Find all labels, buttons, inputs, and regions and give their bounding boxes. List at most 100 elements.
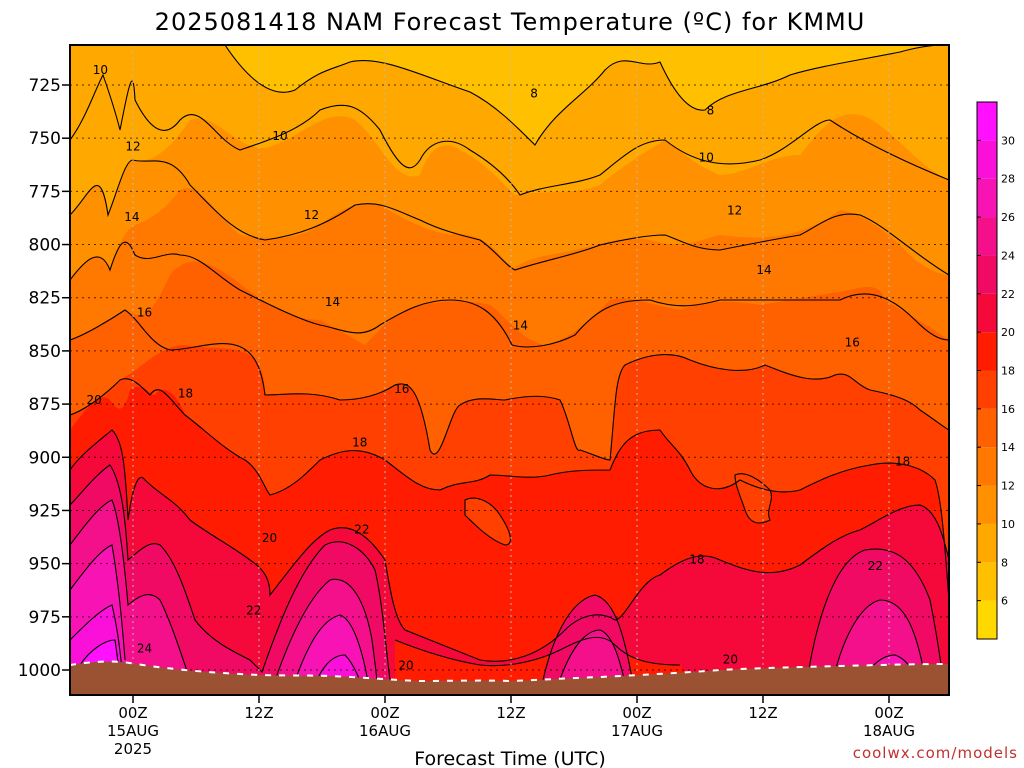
colorbar-swatch xyxy=(977,447,997,486)
contour-label: 18 xyxy=(689,552,704,566)
colorbar-label: 10 xyxy=(1001,518,1015,531)
contour-label-text: 18 xyxy=(689,552,704,566)
x-tick-label: 18AUG xyxy=(863,722,915,740)
contour-label: 20 xyxy=(262,531,277,545)
contour-18c xyxy=(70,378,949,601)
y-tick-label: 825 xyxy=(29,289,61,309)
contour-label-text: 20 xyxy=(262,531,277,545)
colorbar-swatch xyxy=(977,217,997,256)
band-18c-pocket xyxy=(465,498,511,545)
x-tick-label: 00Z xyxy=(118,704,147,722)
x-tick-label: 00Z xyxy=(622,704,651,722)
colorbar-swatch xyxy=(977,370,997,409)
colorbar-label: 12 xyxy=(1001,480,1015,493)
colorbar-label: 24 xyxy=(1001,249,1015,262)
contour-label: 16 xyxy=(137,306,152,320)
contour-label: 18 xyxy=(352,435,367,449)
colorbar-swatch xyxy=(977,140,997,179)
x-tick-label: 2025 xyxy=(114,740,152,758)
contour-label: 20 xyxy=(398,659,413,673)
y-tick-label: 875 xyxy=(29,395,61,415)
contour-lines xyxy=(70,45,949,695)
contour-label-text: 10 xyxy=(272,129,287,143)
contour-24c xyxy=(269,578,379,695)
colorbar-swatch xyxy=(977,562,997,601)
contour-label-text: 12 xyxy=(727,204,742,218)
contour-label: 12 xyxy=(304,208,319,222)
colorbar-swatch xyxy=(977,485,997,524)
contour-label-text: 14 xyxy=(325,295,340,309)
contour-label: 14 xyxy=(513,318,528,332)
colorbar-swatch xyxy=(977,293,997,333)
colorbar-label: 26 xyxy=(1001,211,1015,224)
contour-label-text: 20 xyxy=(723,652,738,666)
contour-label-text: 12 xyxy=(304,208,319,222)
contour-label-text: 20 xyxy=(398,659,413,673)
contour-label: 12 xyxy=(727,204,742,218)
colorbar-label: 6 xyxy=(1001,595,1008,608)
contour-label-text: 22 xyxy=(354,523,369,537)
contour-label: 20 xyxy=(87,393,102,407)
contour-24c xyxy=(829,599,929,695)
band-8c xyxy=(225,45,945,145)
contour-label: 18 xyxy=(178,386,193,400)
contour-label: 10 xyxy=(699,150,714,164)
contour-label-text: 14 xyxy=(124,210,139,224)
y-tick-label: 725 xyxy=(29,76,61,96)
grid-lines xyxy=(70,45,949,695)
contour-22c xyxy=(70,464,391,681)
contour-labels: 10 10 8 10 8 12 12 12 14 14 14 14 16 16 16 18 18 18 18 20 20… xyxy=(87,63,911,673)
y-tick-label: 900 xyxy=(29,448,61,468)
x-tick-label: 16AUG xyxy=(359,722,411,740)
plot-frame xyxy=(69,44,950,696)
colorbar-swatch xyxy=(977,178,997,218)
contour-label: 22 xyxy=(868,559,883,573)
contour-label-text: 22 xyxy=(246,603,261,617)
contour-26c xyxy=(70,544,126,661)
contour-label: 20 xyxy=(723,652,738,666)
contour-label: 14 xyxy=(756,263,771,277)
x-tick-label: 12Z xyxy=(244,704,273,722)
band-18c-pocket xyxy=(735,473,772,523)
y-tick-label: 850 xyxy=(29,342,61,362)
contour-22c xyxy=(539,594,636,695)
contour-label-text: 10 xyxy=(93,63,108,77)
credit-text: coolwx.com/models xyxy=(853,744,1018,762)
contour-18c-pocket xyxy=(734,473,772,524)
contour-label: 18 xyxy=(895,455,910,469)
plot-area: 10 10 8 10 8 12 12 12 14 14 14 14 16 16 16 18 18 18 18 20 20… xyxy=(70,45,949,695)
contour-22c xyxy=(804,548,946,695)
contour-label: 16 xyxy=(394,382,409,396)
contour-label-text: 8 xyxy=(707,104,715,118)
contour-14c xyxy=(70,241,949,348)
contour-label: 12 xyxy=(125,140,140,154)
colorbar-label: 8 xyxy=(1001,556,1008,569)
colorbar-swatch xyxy=(977,600,997,639)
contour-label: 8 xyxy=(707,104,715,118)
contour-label-text: 16 xyxy=(845,335,860,349)
contour-label-text: 18 xyxy=(178,386,193,400)
colorbar-swatch xyxy=(977,255,997,294)
x-axis-label: Forecast Time (UTC) xyxy=(414,748,605,768)
colorbar-swatch xyxy=(977,102,997,141)
contour-label: 8 xyxy=(530,87,538,101)
contour-label: 22 xyxy=(354,523,369,537)
contour-label: 16 xyxy=(845,335,860,349)
colorbar-label: 14 xyxy=(1001,441,1015,454)
y-tick-label: 925 xyxy=(29,501,61,521)
y-tick-label: 1000 xyxy=(18,661,61,681)
contour-label-text: 18 xyxy=(352,435,367,449)
colorbar-label: 18 xyxy=(1001,365,1015,378)
colorbar-label: 16 xyxy=(1001,403,1015,416)
x-tick-label: 00Z xyxy=(874,704,903,722)
colorbar-swatch xyxy=(977,408,997,448)
x-tick-label: 17AUG xyxy=(611,722,663,740)
colorbar-swatch xyxy=(977,523,997,563)
contour-label-text: 12 xyxy=(125,140,140,154)
contour-10c xyxy=(70,73,949,196)
contour-26c xyxy=(289,614,371,695)
contour-18c-pocket xyxy=(464,497,511,546)
contour-16c xyxy=(70,309,949,461)
y-tick-label: 775 xyxy=(29,182,61,202)
y-tick-label: 975 xyxy=(29,608,61,628)
